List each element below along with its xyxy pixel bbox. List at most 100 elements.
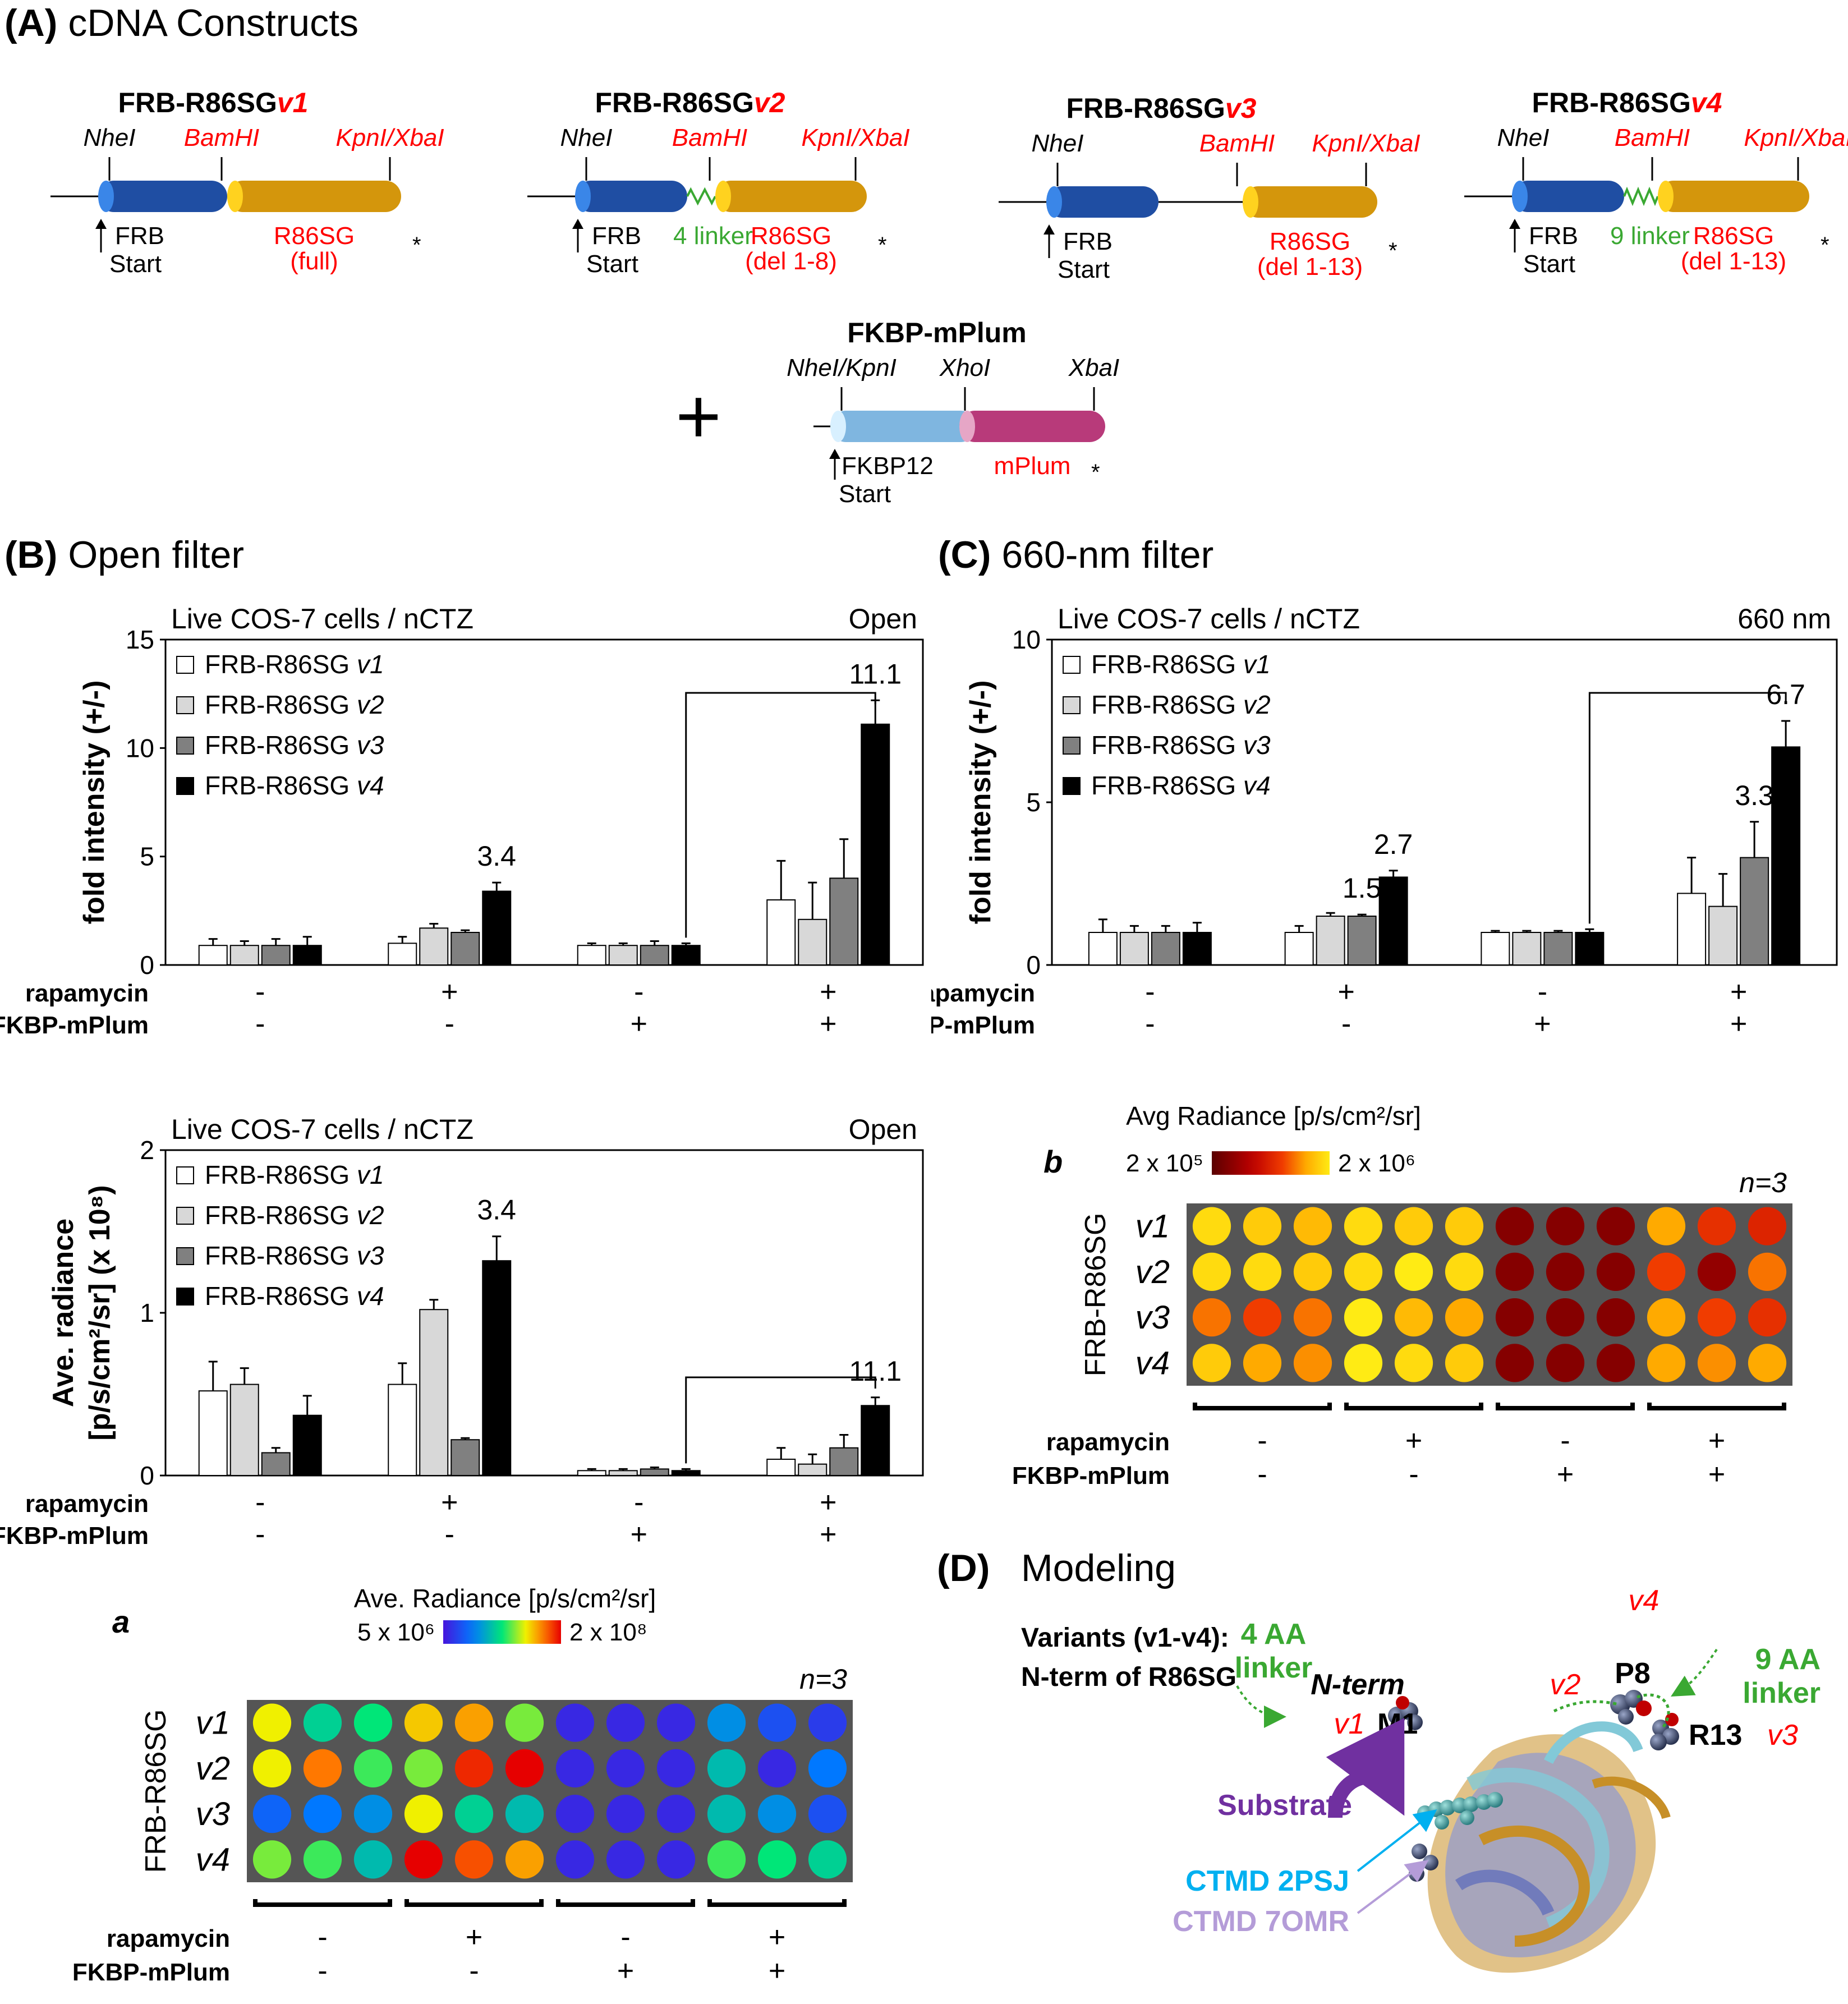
colorbar [1212, 1151, 1330, 1175]
bar-v2 [419, 1309, 449, 1476]
bar-v3 [640, 1468, 669, 1477]
well-signal [1243, 1298, 1282, 1337]
bar-v1 [198, 945, 228, 966]
bar-v2 [798, 1463, 828, 1477]
label-v1: v1 [1334, 1708, 1365, 1740]
well-signal [1546, 1207, 1585, 1245]
fkbp-value: - [318, 1955, 327, 1987]
well-signal [808, 1840, 847, 1879]
bar-v4 [482, 1260, 512, 1476]
bar-v2 [229, 1384, 259, 1476]
fkbp-value: + [631, 1518, 647, 1551]
fkbp-value: - [1409, 1458, 1418, 1491]
site-label: KpnI/XbaI [335, 124, 444, 151]
y-tick-label: 2 [140, 1136, 154, 1165]
bar-v4 [482, 890, 512, 966]
frb-cap [1046, 186, 1062, 218]
bar-v2 [608, 945, 638, 966]
protein-structure [1427, 1721, 1671, 1973]
well-signal [1647, 1298, 1686, 1337]
well-signal [252, 1795, 292, 1833]
rapamycin-value: + [441, 976, 458, 1008]
well-signal [606, 1795, 645, 1833]
site-label: BamHI [672, 124, 747, 151]
y-tick-label: 15 [126, 625, 154, 654]
y-axis-label-2: [p/s/cm²/sr] (x 10⁸) [84, 1185, 116, 1440]
bar-v1 [1481, 932, 1510, 966]
well-signal [606, 1703, 645, 1742]
well-signal [1495, 1252, 1534, 1291]
rapamycin-value: - [1145, 976, 1155, 1008]
stop-star: * [1389, 238, 1398, 263]
well-signal [1596, 1207, 1635, 1245]
construct-name: FRB-R86SGv1 [118, 87, 309, 118]
fkbp-value: - [1257, 1458, 1267, 1491]
well-signal [757, 1749, 797, 1787]
well-signal [1394, 1344, 1433, 1382]
legend-label: FRB-R86SG v3 [205, 1241, 384, 1270]
well-signal [656, 1795, 696, 1833]
well-signal [1344, 1298, 1383, 1337]
frb-domain [1046, 186, 1159, 218]
well-signal [454, 1749, 494, 1787]
well-signal [1495, 1207, 1534, 1245]
well-signal [1697, 1207, 1736, 1245]
bar-v3 [450, 932, 480, 966]
well-signal [1445, 1252, 1484, 1291]
row-label: v2 [196, 1750, 230, 1787]
r86sg-domain [1243, 186, 1377, 218]
start-label: Start [839, 480, 891, 508]
residue-p8 [1610, 1690, 1652, 1725]
r86sg-sub: (del 1-13) [1257, 253, 1363, 281]
well-signal [1293, 1298, 1332, 1337]
label-ctmd1: CTMD 2PSJ [1185, 1865, 1349, 1897]
rapamycin-row-label: rapamycin [931, 980, 1035, 1007]
well-signal [505, 1795, 544, 1833]
legend-swatch [1063, 656, 1081, 674]
bar-v3 [1347, 916, 1377, 966]
frb-label: FRB [592, 222, 641, 250]
replicate-n: n=3 [1739, 1167, 1787, 1198]
well-signal [555, 1703, 595, 1742]
construct-name: FKBP-mPlum [847, 317, 1026, 348]
fkbp-row-label: FKBP-mPlum [931, 1012, 1035, 1039]
panel-c-heading: (C) 660-nm filter [938, 533, 1213, 577]
row-title: FRB-R86SG [140, 1709, 172, 1873]
well-signal [353, 1749, 393, 1787]
value-annotation: 3.3 [1735, 780, 1774, 811]
chart-title: Live COS-7 cells / nCTZ [1058, 603, 1360, 635]
well-signal [303, 1840, 342, 1879]
fkbp-value: + [1557, 1458, 1574, 1491]
legend-label: FRB-R86SG v1 [205, 1160, 384, 1189]
arrow-ctmd2 [1357, 1860, 1429, 1914]
legend-swatch [176, 737, 194, 755]
bar-v1 [1677, 893, 1707, 966]
fkbp-value: - [469, 1955, 479, 1987]
heatmap-label: a [112, 1604, 130, 1639]
heatmap-label: b [1043, 1144, 1063, 1179]
bar-v4 [1771, 746, 1801, 966]
chart-660nm-fold: Live COS-7 cells / nCTZ 660 nm 0 5 10 fold in… [931, 603, 1838, 1040]
well-signal [656, 1749, 696, 1787]
rapamycin-row-label: rapamycin [107, 1925, 230, 1952]
rapamycin-value: - [634, 976, 643, 1008]
fkbp-value: - [445, 1008, 454, 1040]
well-signal [252, 1840, 292, 1879]
chart-filter-label: Open [849, 1114, 917, 1145]
label-substrate: Substrate [1217, 1789, 1352, 1822]
construct-name: FRB-R86SGv2 [595, 87, 785, 118]
group-bracket [1344, 1403, 1483, 1410]
well-signal [353, 1703, 393, 1742]
site-label: XbaI [1068, 354, 1120, 382]
well-signal [1697, 1298, 1736, 1337]
well-signal [606, 1840, 645, 1879]
site-label: NheI [84, 124, 136, 151]
comparison-bracket [685, 692, 876, 938]
bar-v2 [1512, 932, 1542, 966]
well-signal [1344, 1207, 1383, 1245]
rapamycin-row-label: rapamycin [1046, 1428, 1170, 1456]
well-signal [1748, 1298, 1787, 1337]
y-tick-label: 10 [126, 733, 154, 762]
row-label: v2 [1136, 1254, 1170, 1290]
